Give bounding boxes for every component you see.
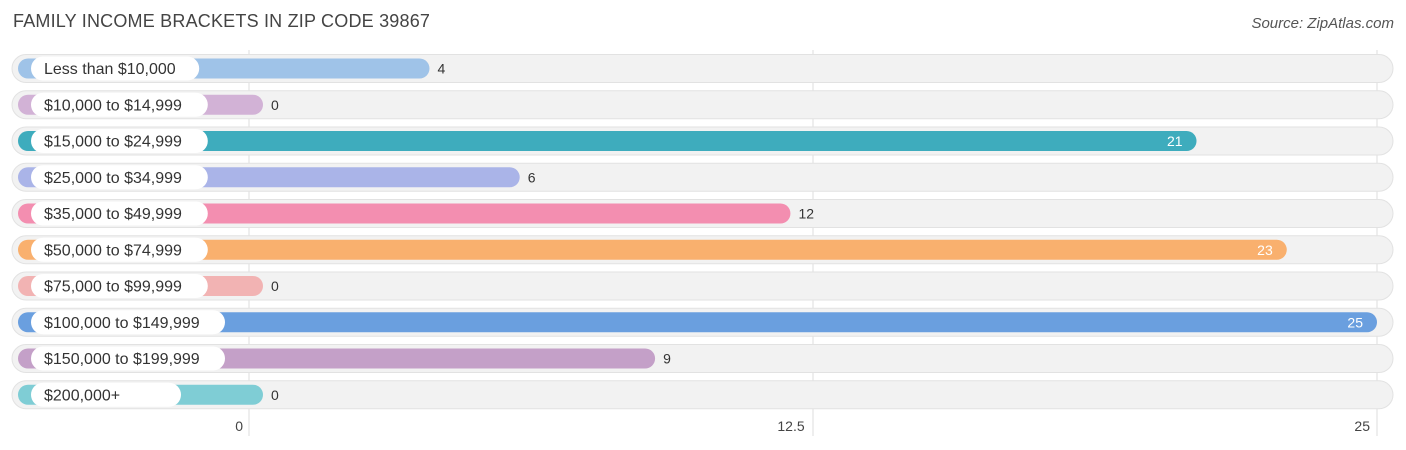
value-label: 23 (1257, 242, 1273, 258)
bar (18, 203, 791, 224)
value-label: 12 (798, 206, 814, 222)
x-axis-ticks: 0 12.5 25 (235, 418, 1370, 434)
value-label: 0 (271, 278, 279, 294)
value-label: 9 (663, 351, 671, 367)
category-label-pill (31, 165, 208, 190)
value-label: 0 (271, 97, 279, 113)
x-tick-label: 12.5 (777, 418, 804, 434)
category-label: $200,000+ (44, 387, 120, 404)
value-label: 21 (1167, 133, 1183, 149)
category-label-pill (31, 129, 208, 153)
chart-title: FAMILY INCOME BRACKETS IN ZIP CODE 39867 (13, 11, 431, 31)
category-label: $150,000 to $199,999 (44, 351, 200, 368)
category-label-pill (31, 201, 208, 226)
x-tick-label: 25 (1354, 418, 1370, 434)
category-label: $75,000 to $99,999 (44, 279, 182, 296)
value-label: 4 (437, 61, 445, 77)
category-label-pill (31, 382, 181, 407)
row-track (11, 380, 1394, 410)
category-label: Less than $10,000 (44, 61, 176, 78)
bar (18, 239, 1287, 260)
category-label-pill (31, 56, 200, 81)
category-label-pill (31, 274, 208, 298)
category-label: $35,000 to $49,999 (44, 206, 182, 223)
source-note: Source: ZipAtlas.com (1251, 15, 1394, 32)
bar (18, 131, 1197, 151)
category-label-pill (31, 310, 225, 335)
category-label: $10,000 to $14,999 (44, 97, 182, 114)
category-label: $15,000 to $24,999 (44, 134, 182, 151)
x-tick-label: 0 (235, 418, 243, 434)
value-label: 0 (271, 387, 279, 403)
category-label: $25,000 to $34,999 (44, 170, 182, 187)
value-label: 25 (1347, 314, 1363, 330)
category-label: $100,000 to $149,999 (44, 315, 200, 332)
category-label-pill (31, 237, 208, 262)
bar (18, 312, 1377, 333)
bar-layer: Less than $10,000 4 $10,000 to $14,999 0 $15… (18, 56, 1377, 407)
row-track (11, 271, 1394, 301)
category-label-pill (31, 92, 208, 117)
value-label: 6 (528, 169, 536, 185)
category-label-pill (31, 346, 225, 371)
category-label: $50,000 to $74,999 (44, 242, 182, 259)
row-track (11, 90, 1394, 120)
